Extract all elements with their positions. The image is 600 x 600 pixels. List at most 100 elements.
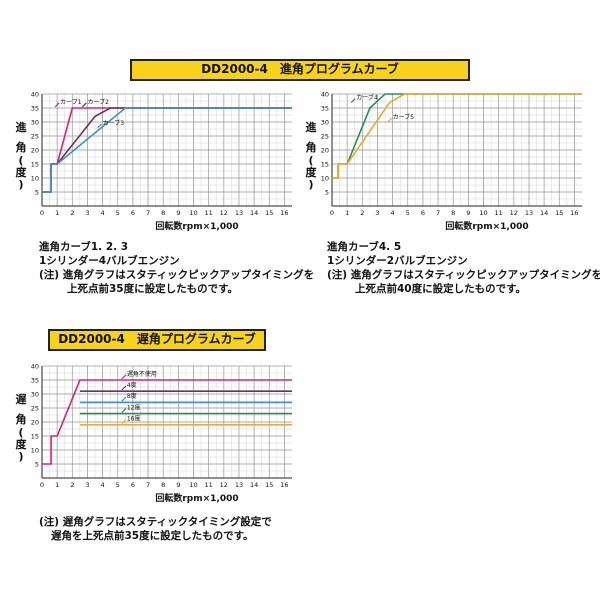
annotation-arrow — [387, 117, 393, 123]
retard-banner: DD2000-4 遅角プログラムカーブ — [48, 329, 266, 351]
y-tick-label: 25 — [31, 133, 39, 141]
x-tick-label: 3 — [85, 209, 89, 217]
y-tick-label: 15 — [321, 161, 329, 169]
x-tick-label: 16 — [570, 209, 578, 217]
x-tick-label: 13 — [235, 209, 243, 217]
y-axis-label-char: ( — [18, 426, 23, 439]
y-axis-label-char: 進 — [16, 120, 28, 134]
y-axis-label-char: 度 — [306, 165, 318, 179]
x-tick-label: 1 — [55, 481, 59, 489]
x-tick-label: 11 — [495, 209, 503, 217]
series-line-カーブ5 — [332, 93, 582, 179]
x-tick-label: 15 — [265, 481, 273, 489]
y-tick-label: 40 — [31, 91, 39, 99]
y-axis-label-char: ( — [18, 154, 23, 167]
x-axis-label: 回転数rpm×1,000 — [155, 492, 238, 504]
note-line: (注) 進角グラフはスタティックピックアップタイミングを — [39, 269, 315, 281]
x-tick-label: 15 — [555, 209, 563, 217]
y-axis-label-char: ) — [18, 178, 23, 191]
x-tick-label: 10 — [189, 481, 197, 489]
x-tick-label: 7 — [436, 209, 440, 217]
annotation-label: 16度 — [127, 415, 141, 423]
note-line: 進角カーブ4. 5 — [327, 241, 402, 253]
annotation-label: 4度 — [127, 381, 137, 389]
annotation-arrow — [121, 374, 127, 380]
y-tick-label: 35 — [31, 377, 39, 385]
x-tick-label: 4 — [101, 481, 105, 489]
x-tick-label: 6 — [131, 481, 135, 489]
x-tick-label: 8 — [161, 481, 165, 489]
note-line: 上死点前40度に設定したものです。 — [355, 283, 527, 295]
x-tick-label: 4 — [391, 209, 395, 217]
x-tick-label: 12 — [220, 481, 228, 489]
y-tick-label: 10 — [31, 447, 39, 455]
x-tick-label: 2 — [360, 209, 364, 217]
y-axis-label-char: 度 — [16, 437, 28, 451]
y-axis-label-char: ) — [308, 178, 313, 191]
x-tick-label: 16 — [280, 209, 288, 217]
note-line: 進角カーブ1. 2. 3 — [39, 241, 129, 253]
y-axis-label-char: 角 — [16, 140, 27, 154]
y-tick-label: 40 — [31, 363, 39, 371]
y-tick-label: 20 — [321, 147, 329, 155]
x-tick-label: 7 — [146, 209, 150, 217]
y-axis-label-char: 角 — [306, 140, 317, 154]
x-tick-label: 6 — [131, 209, 135, 217]
x-tick-label: 14 — [250, 209, 258, 217]
retard-notes: (注) 遅角グラフはスタティックタイミング設定で 遅角を上死点前35度に設定した… — [39, 515, 272, 543]
y-tick-label: 5 — [35, 189, 39, 197]
annotation-arrow — [121, 419, 127, 425]
y-tick-label: 35 — [321, 105, 329, 113]
annotation-arrow — [121, 407, 127, 413]
x-tick-label: 8 — [161, 209, 165, 217]
note-line: 1シリンダー2バルブエンジン — [327, 255, 468, 267]
y-tick-label: 5 — [35, 461, 39, 469]
x-tick-label: 0 — [40, 481, 44, 489]
y-axis-label-char: 進 — [306, 120, 318, 134]
note-line: 1シリンダー4バルブエンジン — [39, 255, 180, 267]
annotation-arrow — [121, 385, 127, 391]
y-tick-label: 30 — [31, 119, 39, 127]
x-tick-label: 10 — [479, 209, 487, 217]
y-tick-label: 20 — [31, 419, 39, 427]
annotation-arrow — [54, 102, 60, 108]
retard-chart: 0 1 2 3 4 5 6 7 8 9 10 11 12 13 14 15 16510152025303540回… — [16, 363, 292, 504]
x-tick-label: 1 — [345, 209, 349, 217]
annotation-label: カーブ4 — [356, 94, 378, 102]
x-tick-label: 13 — [235, 481, 243, 489]
y-tick-label: 25 — [31, 405, 39, 413]
x-tick-label: 1 — [55, 209, 59, 217]
x-tick-label: 0 — [40, 209, 44, 217]
advance-chart-4valve: 0 1 2 3 4 5 6 7 8 9 10 11 12 13 14 15 16510152025303540回… — [16, 91, 292, 232]
note-line: (注) 遅角グラフはスタティックタイミング設定で — [39, 516, 272, 528]
note-line: (注) 進角グラフはスタティックピックアップタイミングを — [327, 269, 600, 281]
x-tick-label: 4 — [101, 209, 105, 217]
annotation-label: 遅角不使用 — [127, 370, 157, 378]
x-tick-label: 11 — [205, 209, 213, 217]
annotation-label: カーブ2 — [87, 98, 109, 106]
y-tick-label: 10 — [321, 175, 329, 183]
annotation-label: 12度 — [127, 403, 141, 411]
annotation-label: カーブ5 — [393, 113, 415, 121]
x-tick-label: 3 — [375, 209, 379, 217]
y-tick-label: 15 — [31, 161, 39, 169]
x-tick-label: 7 — [146, 481, 150, 489]
x-tick-label: 14 — [540, 209, 548, 217]
x-tick-label: 3 — [85, 481, 89, 489]
x-tick-label: 9 — [176, 209, 180, 217]
advance-notes-left: 進角カーブ1. 2. 3 1シリンダー4バルブエンジン (注) 進角グラフはスタ… — [39, 240, 314, 296]
y-tick-label: 10 — [31, 175, 39, 183]
x-tick-label: 2 — [70, 209, 74, 217]
x-tick-label: 2 — [70, 481, 74, 489]
y-axis-label-char: ) — [18, 450, 23, 463]
annotation-arrow — [121, 396, 127, 402]
y-tick-label: 40 — [321, 91, 329, 99]
annotation-label: カーブ1 — [60, 98, 82, 106]
x-tick-label: 14 — [250, 481, 258, 489]
y-tick-label: 20 — [31, 147, 39, 155]
x-tick-label: 12 — [220, 209, 228, 217]
x-tick-label: 15 — [265, 209, 273, 217]
series-line-遅角不使用 — [42, 379, 292, 465]
x-tick-label: 0 — [330, 209, 334, 217]
annotation-arrow — [350, 98, 356, 104]
